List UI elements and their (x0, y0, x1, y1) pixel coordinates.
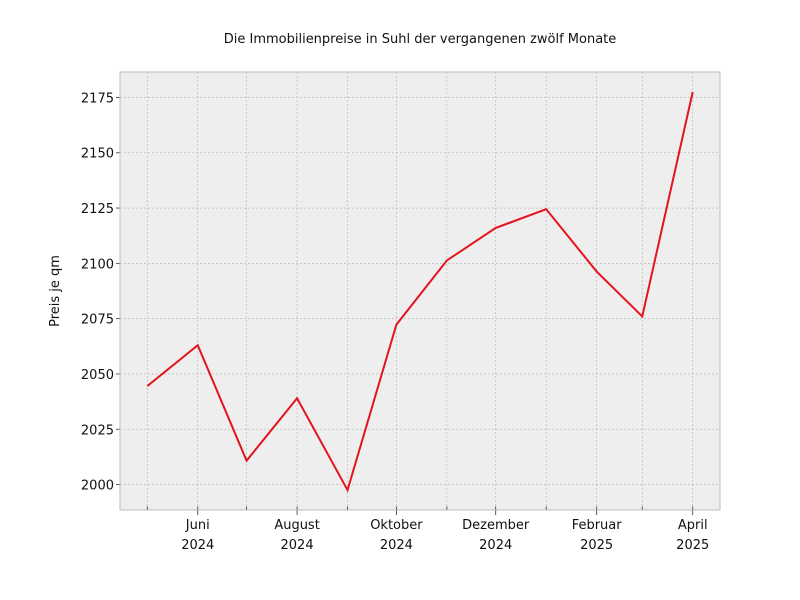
x-tick-label-line: 2024 (479, 538, 512, 553)
plot-frame (119, 71, 721, 511)
ticks (116, 97, 694, 515)
y-tick-label: 2050 (81, 368, 114, 383)
x-tick-label-line: 2024 (281, 538, 314, 553)
x-tick-label-line: April (678, 518, 708, 533)
price-line (146, 91, 694, 493)
y-tick-label: 2075 (81, 313, 114, 328)
x-tick-label: Februar 2025 (572, 518, 623, 553)
x-tick-label: Dezember 2024 (462, 518, 530, 553)
x-tick-label-line: 2025 (580, 538, 613, 553)
y-tick-label: 2100 (81, 257, 114, 272)
grid (120, 72, 720, 510)
x-tick-label-line: Dezember (462, 518, 530, 533)
x-tick-label: Juni 2024 (181, 518, 214, 553)
plot-area (120, 72, 720, 510)
x-tick-label-line: 2025 (676, 538, 709, 553)
x-tick-label-line: Juni (185, 518, 210, 533)
chart-title: Die Immobilienpreise in Suhl der vergang… (224, 32, 617, 47)
y-tick-label: 2125 (81, 202, 114, 217)
x-tick-label: Oktober 2024 (370, 518, 423, 553)
x-tick-label-line: Februar (572, 518, 623, 533)
y-tick-label: 2000 (81, 479, 114, 494)
y-tick-label: 2175 (81, 91, 114, 106)
x-tick-labels: Juni 2024 August 2024 Oktober 2024 Dezember 202… (181, 518, 709, 553)
y-axis-label: Preis je qm (48, 255, 63, 327)
x-tick-label-line: 2024 (181, 538, 214, 553)
x-tick-label-line: August (274, 518, 320, 533)
x-tick-label: April 2025 (676, 518, 709, 553)
y-tick-labels: 2000 2025 2050 2075 2100 2125 2150 2175 (81, 91, 114, 493)
x-tick-label-line: Oktober (370, 518, 423, 533)
x-tick-label: August 2024 (274, 518, 320, 553)
y-tick-label: 2025 (81, 423, 114, 438)
y-tick-label: 2150 (81, 147, 114, 162)
x-tick-label-line: 2024 (380, 538, 413, 553)
